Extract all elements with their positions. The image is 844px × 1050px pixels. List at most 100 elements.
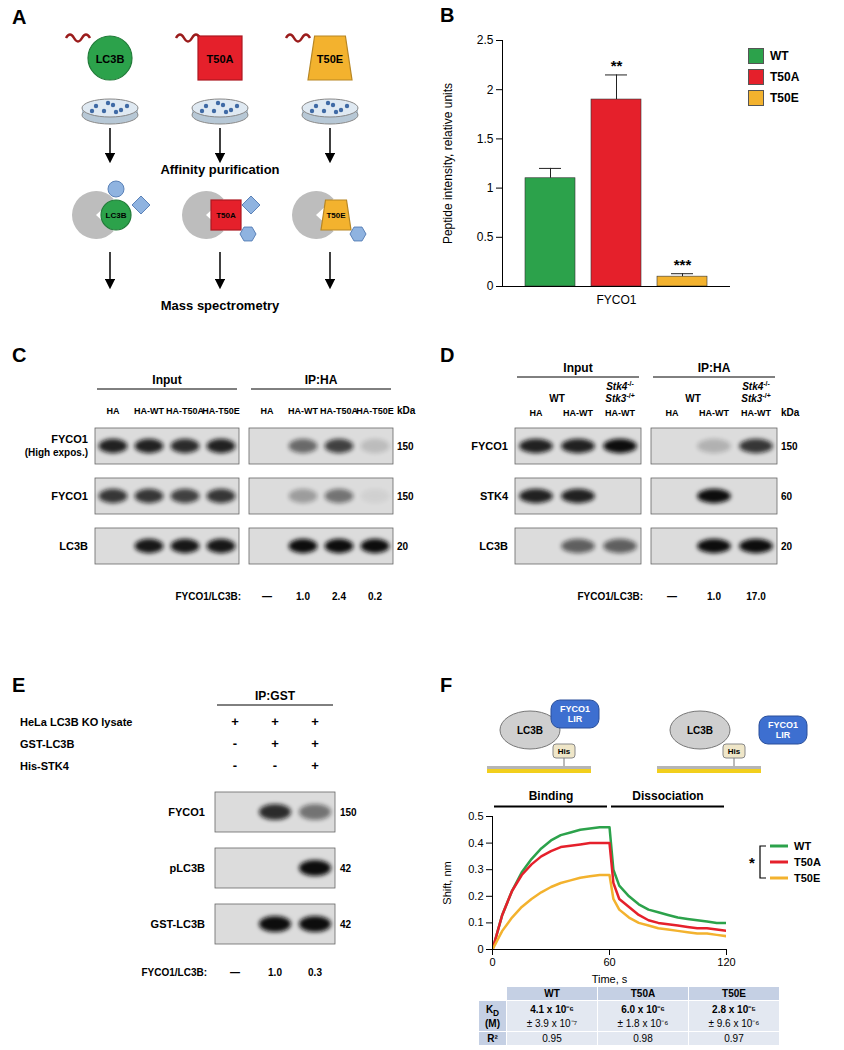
svg-text:-: - [233, 758, 237, 773]
svg-text:Affinity purification: Affinity purification [160, 162, 279, 177]
svg-text:0.5: 0.5 [477, 230, 494, 244]
svg-text:2: 2 [487, 83, 494, 97]
svg-text:-: - [233, 736, 237, 751]
svg-text:HA-WT: HA-WT [605, 408, 635, 418]
svg-text:0.2: 0.2 [468, 890, 483, 902]
svg-text:Stk3-/+: Stk3-/+ [741, 392, 771, 404]
svg-text:42: 42 [340, 919, 352, 930]
svg-text:150: 150 [781, 441, 798, 452]
svg-text:IP:GST: IP:GST [255, 689, 296, 703]
svg-text:FYCO1: FYCO1 [560, 704, 590, 714]
svg-text:kDa: kDa [781, 407, 800, 418]
svg-text:HA: HA [666, 408, 679, 418]
svg-text:Binding: Binding [529, 789, 574, 803]
svg-text:—: — [230, 967, 240, 978]
svg-text:2.4: 2.4 [332, 591, 346, 602]
svg-text:*: * [749, 854, 755, 871]
svg-text:B: B [440, 4, 454, 26]
svg-text:0.4: 0.4 [468, 837, 483, 849]
svg-text:FYCO1: FYCO1 [471, 440, 508, 452]
svg-text:150: 150 [340, 807, 357, 818]
svg-text:17.0: 17.0 [746, 591, 766, 602]
svg-text:E: E [12, 674, 25, 696]
svg-text:HA-T50E: HA-T50E [356, 406, 394, 416]
svg-text:LC3B: LC3B [59, 540, 88, 552]
svg-text:—: — [667, 591, 677, 602]
svg-text:T50A: T50A [207, 53, 234, 65]
svg-text:IP:HA: IP:HA [698, 361, 731, 375]
svg-text:LIR: LIR [776, 730, 791, 740]
svg-text:HA: HA [107, 406, 120, 416]
svg-text:0.1: 0.1 [468, 916, 483, 928]
svg-text:0: 0 [487, 279, 494, 293]
svg-text:Input: Input [152, 373, 181, 387]
svg-text:FYCO1: FYCO1 [596, 293, 636, 307]
svg-text:His-STK4: His-STK4 [20, 760, 70, 772]
svg-text:HA-T50A: HA-T50A [320, 406, 359, 416]
svg-text:150: 150 [397, 491, 414, 502]
svg-text:FYCO1: FYCO1 [51, 490, 88, 502]
svg-text:T50E: T50E [326, 211, 346, 220]
svg-text:T50A: T50A [216, 211, 236, 220]
svg-text:150: 150 [397, 441, 414, 452]
svg-text:Stk3-/+: Stk3-/+ [605, 392, 635, 404]
svg-text:FYCO1/LC3B:: FYCO1/LC3B: [141, 967, 207, 978]
svg-text:LC3B: LC3B [517, 725, 543, 736]
svg-text:T50E: T50E [317, 53, 343, 65]
svg-text:FYCO1: FYCO1 [768, 720, 798, 730]
svg-text:F: F [440, 674, 452, 696]
svg-text:WT: WT [685, 393, 701, 404]
svg-text:pLC3B: pLC3B [170, 862, 206, 874]
svg-text:Time, s: Time, s [592, 973, 628, 985]
svg-text:HA-WT: HA-WT [699, 408, 729, 418]
svg-text:0: 0 [477, 943, 483, 955]
svg-text:1.0: 1.0 [296, 591, 310, 602]
svg-text:FYCO1: FYCO1 [168, 806, 205, 818]
svg-text:***: *** [674, 256, 692, 273]
svg-text:GST-LC3B: GST-LC3B [151, 918, 205, 930]
svg-text:0: 0 [489, 956, 495, 968]
svg-text:HA-WT: HA-WT [134, 406, 164, 416]
svg-text:kDa: kDa [397, 405, 416, 416]
svg-text:His: His [558, 747, 571, 756]
svg-text:FYCO1/LC3B:: FYCO1/LC3B: [175, 591, 241, 602]
svg-text:+: + [311, 714, 319, 729]
svg-text:0.3: 0.3 [308, 967, 322, 978]
svg-text:A: A [12, 6, 26, 28]
svg-text:Stk4-/-: Stk4-/- [742, 380, 770, 392]
svg-text:FYCO1: FYCO1 [51, 433, 88, 445]
svg-text:1.5: 1.5 [477, 132, 494, 146]
svg-text:LC3B: LC3B [96, 53, 125, 65]
svg-text:HA-T50A: HA-T50A [166, 406, 205, 416]
svg-text:LIR: LIR [568, 714, 583, 724]
svg-text:Mass spectrometry: Mass spectrometry [161, 298, 280, 313]
svg-text:120: 120 [717, 956, 735, 968]
svg-text:+: + [231, 714, 239, 729]
svg-text:HA-WT: HA-WT [288, 406, 318, 416]
svg-text:STK4: STK4 [480, 490, 509, 502]
svg-text:GST-LC3B: GST-LC3B [20, 738, 74, 750]
svg-text:HA: HA [530, 408, 543, 418]
svg-text:0.2: 0.2 [368, 591, 382, 602]
svg-text:HA: HA [261, 406, 274, 416]
svg-text:IP:HA: IP:HA [305, 373, 338, 387]
svg-text:WT: WT [549, 393, 565, 404]
svg-text:60: 60 [603, 956, 615, 968]
svg-text:HA-WT: HA-WT [741, 408, 771, 418]
svg-text:FYCO1/LC3B:: FYCO1/LC3B: [577, 591, 643, 602]
svg-text:1: 1 [487, 181, 494, 195]
svg-text:**: ** [611, 57, 623, 74]
svg-text:1.0: 1.0 [707, 591, 721, 602]
svg-text:0.3: 0.3 [468, 863, 483, 875]
svg-text:+: + [311, 736, 319, 751]
svg-text:60: 60 [781, 491, 793, 502]
svg-text:Stk4-/-: Stk4-/- [606, 380, 634, 392]
svg-text:(High expos.): (High expos.) [25, 447, 88, 458]
svg-text:1.0: 1.0 [268, 967, 282, 978]
svg-text:HA-WT: HA-WT [563, 408, 593, 418]
svg-text:—: — [262, 591, 272, 602]
svg-text:+: + [311, 758, 319, 773]
svg-text:D: D [440, 344, 454, 366]
svg-text:LC3B: LC3B [687, 725, 713, 736]
svg-text:20: 20 [781, 541, 793, 552]
